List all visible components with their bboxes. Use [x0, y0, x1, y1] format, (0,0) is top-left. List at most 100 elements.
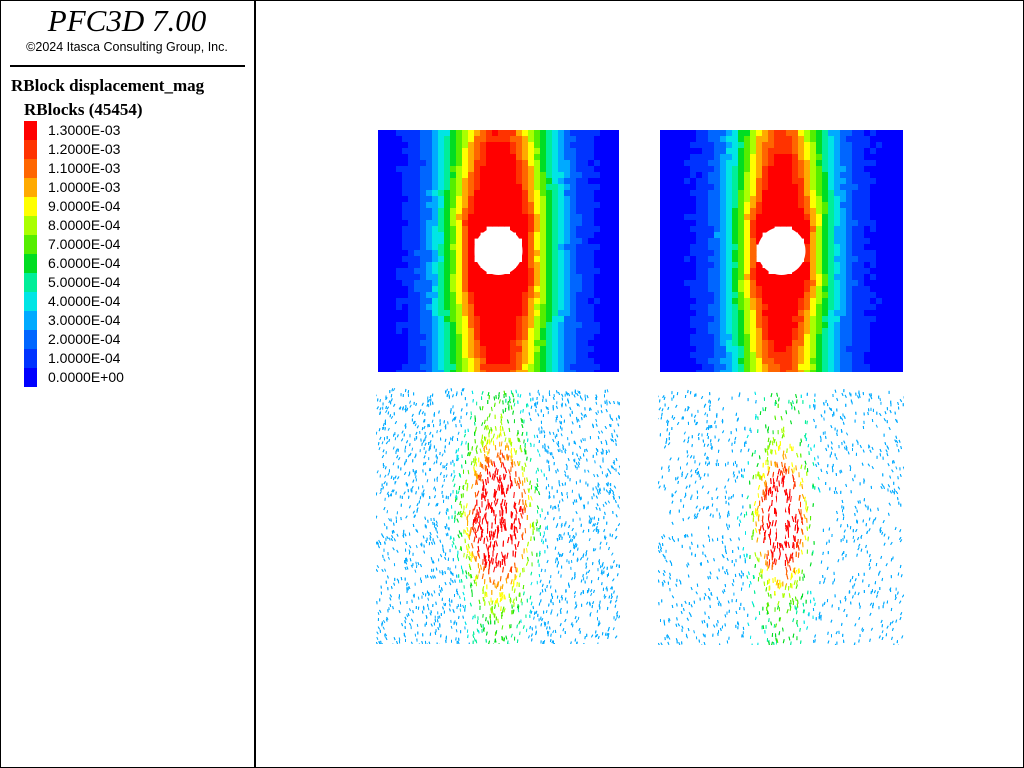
contour-cell — [876, 214, 883, 221]
contour-cell — [696, 340, 703, 347]
contour-cell — [828, 292, 835, 299]
contour-cell — [822, 190, 829, 197]
contour-cell — [882, 208, 889, 215]
contour-cell — [522, 298, 529, 305]
contour-cell — [900, 292, 903, 299]
contour-cell — [570, 358, 577, 365]
contour-cell — [870, 292, 877, 299]
contour-cell — [480, 184, 487, 191]
contour-cell — [876, 256, 883, 263]
contour-cell — [456, 328, 463, 335]
contour-cell — [414, 154, 421, 161]
contour-cell — [600, 334, 607, 341]
contour-cell — [864, 226, 871, 233]
contour-cell — [828, 274, 835, 281]
contour-cell — [702, 172, 709, 179]
model-viewport[interactable] — [258, 1, 1022, 766]
contour-cell — [672, 160, 679, 167]
contour-cell — [768, 280, 775, 287]
legend-swatch — [24, 197, 37, 216]
contour-cell — [582, 184, 589, 191]
contour-cell — [612, 316, 619, 323]
contour-cell — [420, 208, 427, 215]
contour-cell — [840, 298, 847, 305]
contour-cell — [780, 316, 787, 323]
contour-cell — [612, 238, 619, 245]
contour-cell — [390, 214, 397, 221]
contour-cell — [702, 196, 709, 203]
contour-cell — [516, 286, 523, 293]
contour-cell — [720, 226, 727, 233]
particle-mark — [497, 484, 500, 491]
contour-cell — [612, 244, 619, 251]
contour-cell — [714, 214, 721, 221]
contour-cell — [804, 250, 811, 257]
contour-cell — [570, 292, 577, 299]
contour-cell — [474, 190, 481, 197]
contour-cell — [744, 160, 751, 167]
contour-cell — [504, 358, 511, 365]
contour-cell — [540, 220, 547, 227]
contour-cell — [390, 130, 397, 137]
contour-cell — [522, 274, 529, 281]
contour-cell — [462, 184, 469, 191]
contour-cell — [528, 280, 535, 287]
contour-cell — [768, 214, 775, 221]
contour-cell — [834, 154, 841, 161]
contour-cell — [516, 184, 523, 191]
contour-cell — [444, 130, 451, 137]
contour-cell — [492, 346, 499, 353]
contour-cell — [420, 160, 427, 167]
contour-cell — [456, 214, 463, 221]
contour-cell — [864, 214, 871, 221]
contour-cell — [540, 154, 547, 161]
contour-cell — [720, 244, 727, 251]
particle-mark — [602, 503, 605, 508]
contour-cell — [786, 148, 793, 155]
contour-cell — [834, 208, 841, 215]
particle-mark — [594, 548, 597, 552]
contour-cell — [582, 352, 589, 359]
contour-cell — [780, 292, 787, 299]
contour-cell — [852, 274, 859, 281]
contour-cell — [438, 130, 445, 137]
contour-cell — [810, 226, 817, 233]
contour-cell — [840, 148, 847, 155]
contour-cell — [588, 280, 595, 287]
contour-cell — [546, 130, 553, 137]
contour-cell — [852, 130, 859, 137]
contour-cell — [414, 298, 421, 305]
contour-cell — [570, 304, 577, 311]
contour-cell — [426, 208, 433, 215]
contour-cell — [702, 250, 709, 257]
contour-cell — [696, 316, 703, 323]
contour-cell — [852, 340, 859, 347]
contour-cell — [690, 370, 697, 372]
contour-cell — [726, 328, 733, 335]
contour-cell — [888, 154, 895, 161]
contour-cell — [582, 202, 589, 209]
contour-cell — [528, 172, 535, 179]
contour-cell — [888, 130, 895, 137]
contour-cell — [564, 154, 571, 161]
particle-mark — [504, 554, 506, 561]
contour-cell — [858, 208, 865, 215]
contour-cell — [858, 292, 865, 299]
contour-cell — [504, 196, 511, 203]
contour-cell — [564, 190, 571, 197]
contour-cell — [564, 268, 571, 275]
contour-cell — [540, 226, 547, 233]
contour-cell — [480, 148, 487, 155]
contour-cell — [834, 286, 841, 293]
contour-cell — [582, 268, 589, 275]
contour-cell — [708, 334, 715, 341]
particle-mark — [479, 564, 483, 570]
contour-cell — [528, 316, 535, 323]
contour-cell — [660, 136, 667, 143]
contour-cell — [462, 136, 469, 143]
contour-cell — [678, 166, 685, 173]
contour-cell — [828, 316, 835, 323]
contour-cell — [816, 184, 823, 191]
contour-cell — [876, 250, 883, 257]
contour-cell — [612, 130, 619, 137]
